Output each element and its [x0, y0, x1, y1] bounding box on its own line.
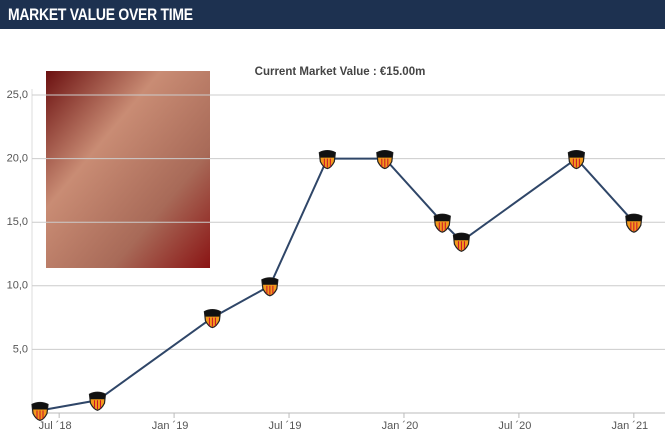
club-marker: [88, 391, 107, 411]
crest-top: [204, 309, 221, 317]
crest-top: [32, 402, 48, 410]
chart: Current Market Value : €15.00m 5,0 10,0 15…: [7, 66, 665, 432]
crest-top: [568, 150, 585, 158]
crest-top: [434, 214, 451, 222]
y-tick-label: 25,0: [7, 89, 28, 101]
crest-stripes: [266, 285, 274, 295]
crest-top: [89, 392, 106, 400]
crest-stripes: [93, 400, 101, 410]
x-tick-label: Jul ´20: [498, 420, 531, 432]
x-tick-label: Jul ´18: [39, 420, 72, 432]
y-tick-label: 5,0: [13, 343, 28, 355]
x-tick-label: Jan ´20: [382, 420, 419, 432]
player-photo: [46, 71, 210, 268]
club-marker: [261, 277, 279, 297]
club-marker: [567, 150, 586, 170]
crest-stripes: [438, 222, 446, 232]
crest-top: [261, 277, 278, 285]
crest-stripes: [630, 222, 638, 232]
chart-subtitle: Current Market Value : €15.00m: [255, 66, 426, 78]
x-tick-label: Jan ´19: [152, 420, 189, 432]
club-marker: [452, 232, 471, 252]
club-marker: [203, 309, 222, 329]
header-title: MARKET VALUE OVER TIME: [8, 5, 193, 24]
club-marker: [376, 150, 394, 170]
y-tick-label: 10,0: [7, 280, 28, 292]
y-tick-label: 15,0: [7, 216, 28, 228]
crest-top: [453, 233, 470, 241]
header-bar: MARKET VALUE OVER TIME: [0, 0, 665, 29]
crest-top: [376, 150, 393, 158]
club-marker: [318, 150, 336, 170]
x-tick-label: Jan ´21: [611, 420, 648, 432]
crest-stripes: [323, 158, 331, 168]
crest-stripes: [572, 158, 580, 168]
crest-top: [319, 150, 336, 158]
y-tick-label: 20,0: [7, 153, 28, 165]
club-marker: [31, 401, 49, 422]
crest-stripes: [381, 158, 389, 168]
crest-stripes: [36, 410, 44, 420]
crest-stripes: [457, 241, 465, 251]
x-tick-label: Jul ´19: [269, 420, 302, 432]
club-marker: [433, 213, 451, 233]
value-line: [39, 157, 635, 412]
crest-stripes: [208, 317, 216, 327]
crest-top: [625, 214, 642, 222]
club-marker: [625, 213, 643, 233]
